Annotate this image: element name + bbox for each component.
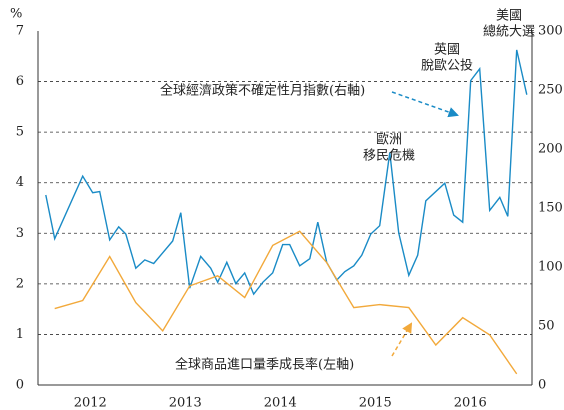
x-tick-label: 2016 [454,396,487,410]
arrow [391,91,459,118]
arrow [391,322,413,357]
y-tick-label: 7 [16,24,24,39]
series-line [45,49,528,296]
y-tick-label: 2 [16,276,24,291]
y-tick-label: 5 [16,125,24,140]
y2-tick-label: 100 [538,260,563,275]
y2-tick-label: 0 [538,378,546,393]
x-tick-label: 2015 [359,396,392,410]
annotation: 歐洲 [376,133,402,148]
y-tick-label: 4 [16,175,24,190]
series-line [54,230,518,375]
x-tick-label: 2014 [264,396,297,410]
y2-tick-label: 200 [538,142,563,157]
y2-tick-label: 250 [538,83,563,98]
series-label: 全球經濟政策不確定性月指數(右軸) [160,83,365,99]
series-label: 全球商品進口量季成長率(左軸) [175,357,354,373]
annotation: 移民危機 [363,149,415,164]
y-tick-label: 3 [16,226,24,241]
y-axis-label: % [10,7,22,22]
y-tick-label: 1 [16,327,24,342]
y2-tick-label: 300 [538,24,563,39]
x-tick-label: 2012 [74,396,107,410]
annotation: 總統大選 [483,24,535,40]
x-tick-label: 2013 [169,396,202,410]
y2-tick-label: 150 [538,201,563,216]
y-tick-label: 0 [16,378,24,393]
y2-tick-label: 50 [538,319,555,334]
annotation: 美國 [496,9,522,24]
annotation: 英國 [434,43,460,58]
annotation: 脫歐公投 [421,58,473,74]
y-tick-label: 6 [16,74,24,89]
